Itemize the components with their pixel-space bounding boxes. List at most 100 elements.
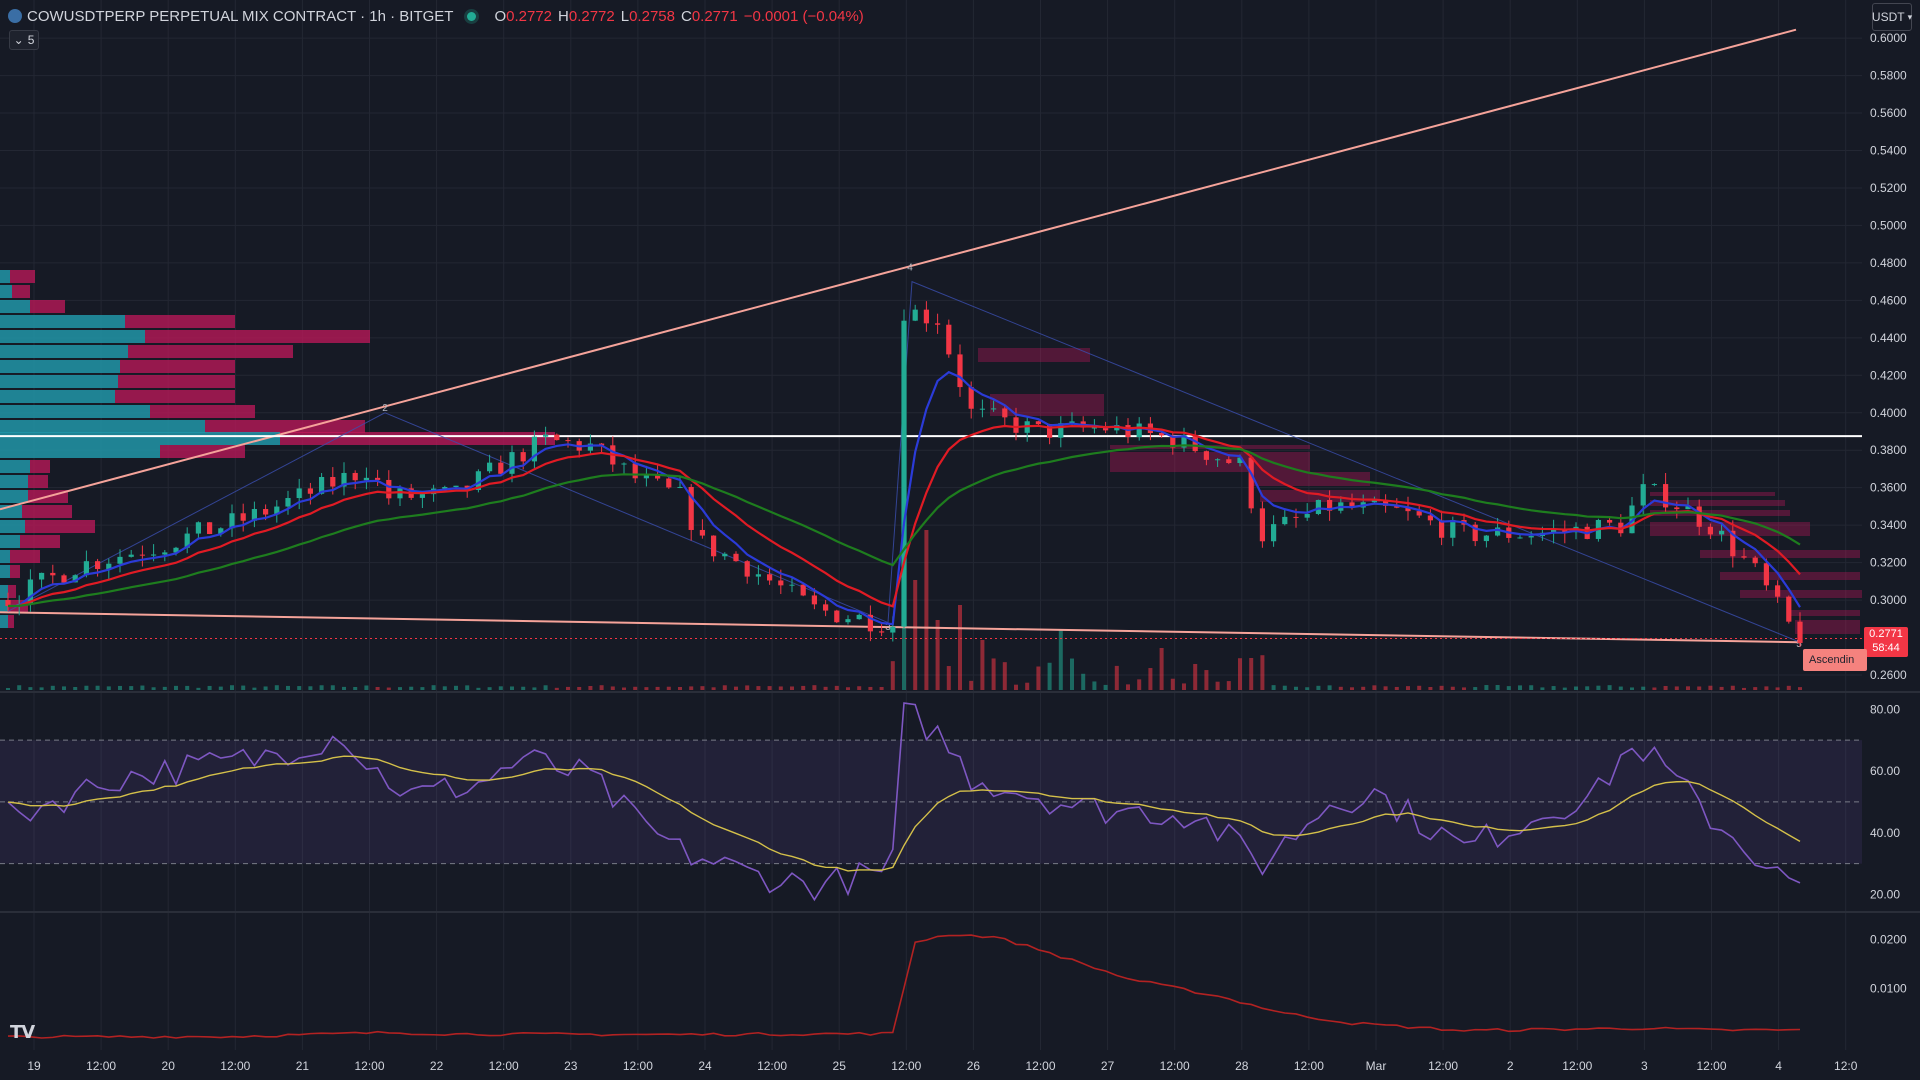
volume-bar	[1316, 685, 1321, 690]
volume-profile-buy-bar	[0, 520, 25, 533]
tradingview-logo[interactable]: TV	[10, 1022, 35, 1043]
volume-bar	[1518, 685, 1522, 690]
drawn-lines[interactable]: 2 4 3 5	[0, 28, 1862, 650]
chart-header[interactable]: COWUSDTPERP PERPETUAL MIX CONTRACT · 1h …	[8, 6, 864, 26]
volume-bar	[1417, 685, 1422, 690]
price-tick-label: 0.2600	[1870, 668, 1907, 682]
candle-body	[263, 509, 269, 515]
candle-body	[419, 494, 425, 498]
volume-bar	[476, 687, 481, 690]
volume-bar	[1686, 686, 1690, 690]
volume-bar	[1484, 685, 1489, 690]
volume-profile-buy-bar	[0, 490, 28, 503]
candle-body	[722, 553, 728, 557]
volume-profile-sell-bar	[8, 585, 16, 598]
pattern-label[interactable]: Ascendin	[1803, 649, 1867, 671]
candle-body	[498, 462, 504, 474]
volume-bar	[252, 687, 257, 690]
volatility-pane[interactable]	[7, 934, 1801, 1039]
volume-bar	[308, 686, 313, 690]
volume-bar	[1215, 681, 1220, 690]
volume-profile-sell-bar	[20, 535, 60, 548]
candle-body	[375, 477, 381, 480]
volume-bar	[342, 686, 346, 690]
axes: 0.6000 0.5800 0.5600 0.5400 0.5200 0.5000 0.48…	[27, 31, 1907, 1073]
candle-body	[1775, 585, 1781, 597]
volume-bar	[263, 686, 268, 690]
volume-bar	[778, 686, 783, 690]
volume-bar	[1708, 685, 1713, 690]
support-trendline	[0, 611, 1801, 644]
volume-bar	[543, 685, 548, 690]
candle-body	[1035, 421, 1041, 425]
volume-bar	[1372, 685, 1377, 690]
candle-body	[879, 631, 885, 633]
volume-bar	[465, 685, 470, 690]
candle-body	[487, 462, 493, 472]
volume-profile-sell-bar	[30, 300, 65, 313]
candle-body	[1483, 535, 1489, 542]
chevron-down-icon: ⌄	[13, 33, 24, 47]
time-tick-label: 12:00	[1025, 1059, 1055, 1073]
volume-bar	[1238, 658, 1242, 690]
volume-bar	[73, 687, 78, 690]
volume-profile-buy-bar	[0, 475, 28, 488]
volume-bar	[1439, 685, 1444, 690]
bar-countdown: 58:44	[1872, 642, 1900, 654]
volume-profile-sell-bar	[115, 390, 235, 403]
ema-slow-line	[7, 444, 1801, 608]
volume-bar	[1260, 655, 1265, 690]
price-tick-label: 0.5000	[1870, 218, 1907, 232]
candle-body	[330, 477, 336, 487]
candle-body	[195, 522, 201, 534]
volume-bar	[756, 686, 761, 690]
candle-body	[1103, 427, 1109, 431]
candle-body	[1282, 516, 1288, 525]
candle-body	[1719, 530, 1725, 535]
rsi-tick-label: 20.00	[1870, 888, 1900, 902]
candle-body	[207, 522, 213, 535]
supply-zone	[1720, 572, 1860, 580]
time-tick-label: 24	[698, 1059, 712, 1073]
rsi-pane[interactable]	[0, 702, 1862, 902]
volume-bar	[1394, 686, 1399, 690]
volume-bar	[812, 685, 817, 690]
currency-select[interactable]: USDT ▾	[1872, 3, 1912, 31]
supply-zone	[1650, 500, 1785, 506]
candle-body	[531, 436, 537, 462]
volume-bar	[1428, 686, 1433, 690]
volume-profile-buy-bar	[0, 375, 118, 388]
candle-body	[1013, 417, 1019, 433]
volume-bar	[1249, 658, 1254, 690]
indicators-count: 5	[27, 33, 35, 47]
candle-body	[1472, 524, 1478, 542]
candle-body	[699, 529, 705, 536]
supply-zone	[1650, 522, 1810, 536]
candle-body	[1663, 484, 1669, 508]
volume-bar	[487, 687, 492, 690]
candle-body	[688, 486, 694, 530]
volume-bar	[890, 661, 895, 690]
volume-profile-buy-bar	[0, 585, 8, 598]
volume-profile-buy-bar	[0, 615, 8, 628]
volume-bar	[1350, 687, 1354, 690]
symbol-title[interactable]: COWUSDTPERP PERPETUAL MIX CONTRACT · 1h …	[27, 7, 454, 25]
volume-bar	[1361, 686, 1366, 690]
volume-bar	[151, 687, 156, 690]
volume-bar	[946, 666, 951, 690]
price-candles[interactable]	[5, 301, 1803, 647]
candle-body	[543, 434, 549, 437]
indicators-toggle[interactable]: ⌄ 5	[9, 30, 39, 50]
volume-bar	[1294, 686, 1298, 690]
candle-body	[845, 619, 851, 623]
price-tick-label: 0.6000	[1870, 31, 1907, 45]
candle-body	[1170, 435, 1176, 448]
candle-body	[72, 575, 78, 583]
time-tick-label: 21	[296, 1059, 310, 1073]
volume-profile-sell-bar	[145, 330, 370, 343]
volume-bar	[1473, 687, 1478, 690]
candle-body	[744, 561, 750, 577]
candle-body	[800, 584, 806, 596]
candle-body	[229, 513, 235, 529]
